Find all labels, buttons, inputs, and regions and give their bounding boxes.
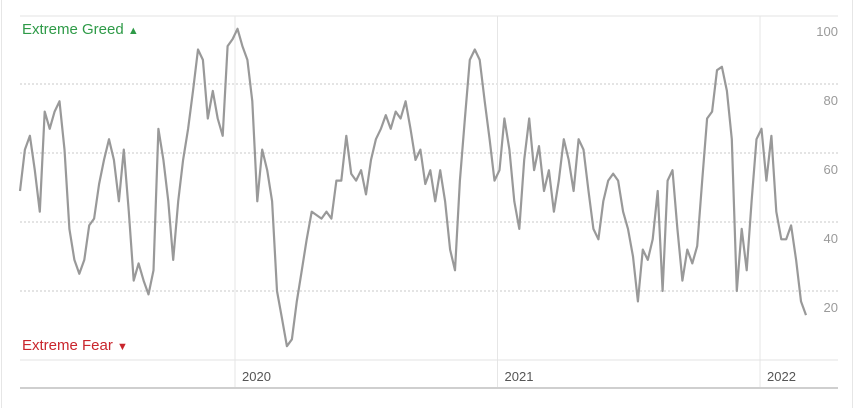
frame-right-border (852, 0, 853, 408)
grid-lines (20, 15, 838, 388)
x-tick-label: 2022 (767, 369, 796, 384)
x-tick-label: 2020 (242, 369, 271, 384)
y-tick-label: 40 (824, 231, 838, 246)
y-tick-label: 100 (816, 24, 838, 39)
frame-left-border (1, 0, 2, 408)
y-tick-label: 80 (824, 93, 838, 108)
series-line (18, 27, 808, 348)
x-axis: 2020 2021 2022 (20, 359, 838, 389)
extreme-fear-text: Extreme Fear (22, 337, 113, 354)
extreme-greed-label: Extreme Greed ▲ (22, 21, 139, 38)
y-tick-label: 60 (824, 162, 838, 177)
extreme-greed-text: Extreme Greed (22, 21, 124, 38)
triangle-up-icon: ▲ (127, 25, 139, 37)
extreme-fear-label: Extreme Fear ▼ (22, 337, 128, 354)
x-tick-label: 2021 (505, 369, 534, 384)
y-tick-label: 20 (824, 300, 838, 315)
y-axis: 20 40 60 80 100 (816, 24, 838, 315)
triangle-down-icon: ▼ (117, 341, 128, 353)
